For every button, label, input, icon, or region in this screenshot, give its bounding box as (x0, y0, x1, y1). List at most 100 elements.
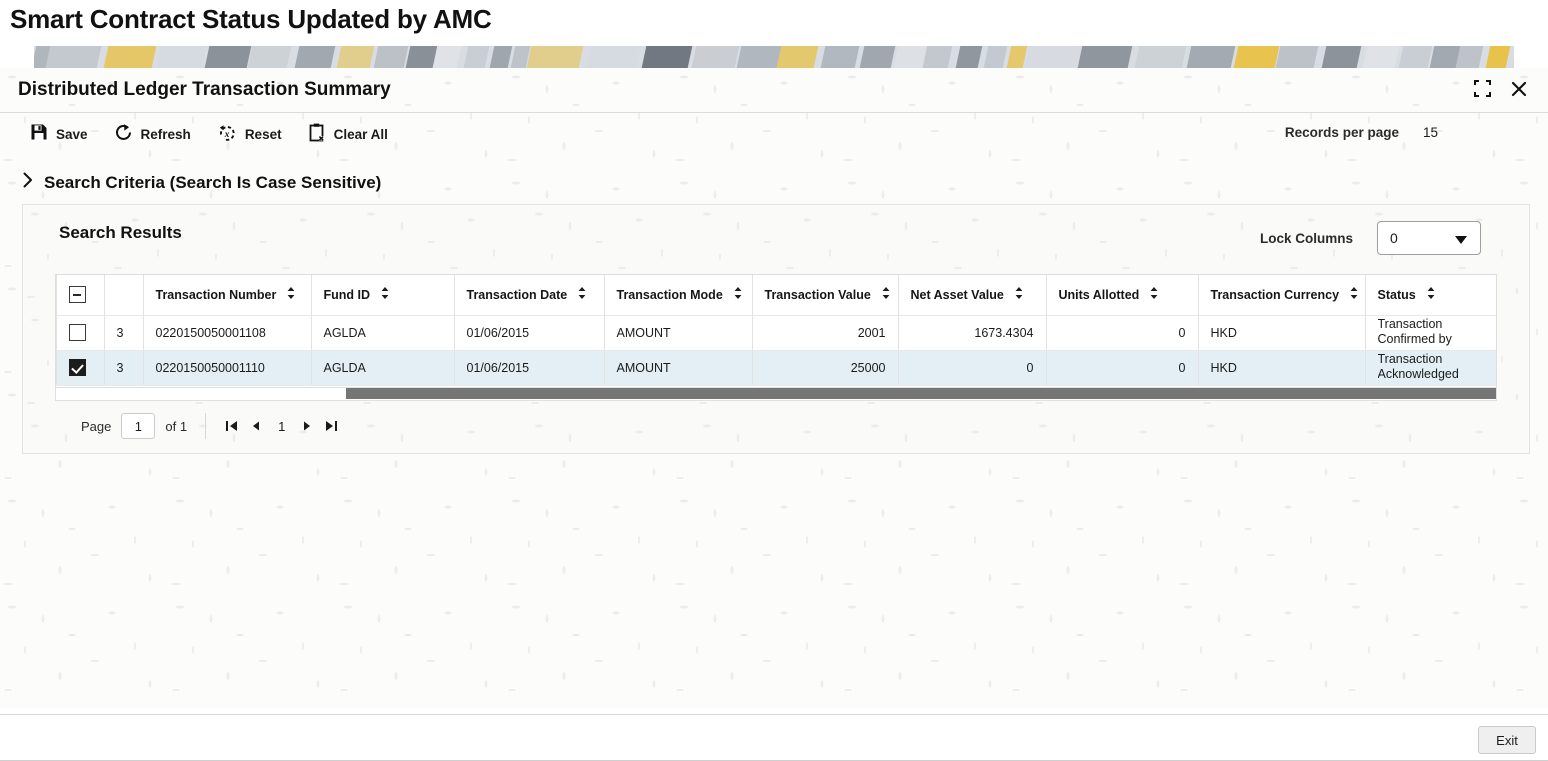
pager-divider (205, 413, 207, 439)
cell-transaction-number: 0220150050001110 (143, 350, 312, 386)
window-controls (1473, 79, 1528, 98)
refresh-icon (114, 123, 133, 147)
first-page-button[interactable] (224, 419, 240, 433)
page-label: Page (81, 418, 112, 434)
page-number-input[interactable] (121, 413, 156, 439)
header-units-allotted-label: Units Allotted (1058, 287, 1140, 302)
cell-units-allotted: 0 (1046, 315, 1199, 351)
records-per-page-label: Records per page (1284, 125, 1399, 140)
sort-icon[interactable] (1426, 286, 1436, 303)
refresh-button[interactable]: Refresh (114, 123, 191, 147)
header-transaction-value-label: Transaction Value (764, 287, 871, 302)
save-button[interactable]: Save (30, 123, 88, 146)
header-net-asset-value-label: Net Asset Value (910, 287, 1004, 302)
window-header: Distributed Ledger Transaction Summary (0, 68, 1548, 113)
header-units-allotted[interactable]: Units Allotted (1046, 275, 1199, 316)
header-transaction-currency-label: Transaction Currency (1210, 287, 1340, 302)
sort-icon[interactable] (1349, 286, 1359, 303)
cell-status: Transaction Acknowledged (1365, 350, 1496, 386)
horizontal-scrollbar[interactable] (55, 388, 1497, 401)
chevron-down-icon (1455, 236, 1467, 244)
header-transaction-value[interactable]: Transaction Value (752, 275, 899, 316)
search-results-panel: Search Results Lock Columns 0 (22, 204, 1530, 454)
cell-row-select[interactable] (56, 350, 105, 386)
header-transaction-number[interactable]: Transaction Number (143, 275, 312, 316)
cell-net-asset-value: 1673.4304 (898, 315, 1047, 351)
minimize-icon[interactable] (1473, 79, 1492, 98)
footer-divider (0, 714, 1548, 715)
search-criteria-toggle[interactable]: Search Criteria (Search Is Case Sensitiv… (22, 172, 381, 193)
header-fund-id[interactable]: Fund ID (311, 275, 455, 316)
sort-icon[interactable] (881, 286, 891, 303)
table-row[interactable]: 3 0220150050001108 AGLDA 01/06/2015 AMOU… (56, 315, 1496, 351)
clear-all-button[interactable]: Clear All (308, 123, 388, 147)
cell-row-select[interactable] (56, 315, 105, 351)
sort-icon[interactable] (380, 286, 390, 303)
table-header-row: Transaction Number Fund ID Transaction D… (56, 275, 1496, 316)
last-page-button[interactable] (323, 419, 339, 433)
page-1-button[interactable]: 1 (278, 418, 286, 434)
row-checkbox[interactable] (68, 324, 86, 341)
lock-columns-select[interactable]: 0 (1377, 221, 1481, 255)
previous-page-button[interactable] (250, 419, 262, 433)
exit-button[interactable]: Exit (1478, 726, 1536, 754)
cell-units-allotted: 0 (1046, 350, 1199, 386)
header-fund-id-label: Fund ID (323, 287, 371, 302)
decorative-banner-strip (34, 46, 1514, 68)
reset-label: Reset (244, 127, 282, 142)
row-checkbox[interactable] (68, 359, 86, 376)
window-title: Distributed Ledger Transaction Summary (18, 79, 391, 100)
header-status[interactable]: Status (1365, 275, 1496, 316)
cell-transaction-currency: HKD (1198, 315, 1366, 351)
sort-icon[interactable] (1014, 286, 1024, 303)
cell-status: Transaction Confirmed by (1365, 315, 1496, 351)
cell-transaction-number: 0220150050001108 (143, 315, 312, 351)
header-net-asset-value[interactable]: Net Asset Value (898, 275, 1047, 316)
scrollbar-thumb[interactable] (346, 388, 1496, 399)
header-transaction-currency[interactable]: Transaction Currency (1198, 275, 1366, 316)
header-spacer (104, 275, 144, 316)
clipboard-clear-icon (308, 123, 326, 147)
lock-columns-label: Lock Columns (1259, 230, 1353, 246)
toolbar: Save Refresh x (0, 113, 1548, 155)
cell-transaction-mode: AMOUNT (604, 350, 753, 386)
cell-hidden: 3 (104, 350, 144, 386)
results-table: Transaction Number Fund ID Transaction D… (56, 275, 1496, 386)
table-row[interactable]: 3 0220150050001110 AGLDA 01/06/2015 AMOU… (56, 350, 1496, 386)
reset-icon: x (217, 122, 237, 147)
lock-columns-control: Lock Columns 0 (1260, 221, 1481, 255)
cell-transaction-value: 2001 (752, 315, 899, 351)
reset-button[interactable]: x Reset (217, 122, 282, 147)
clear-all-label: Clear All (333, 127, 388, 142)
header-transaction-date[interactable]: Transaction Date (454, 275, 605, 316)
search-criteria-label: Search Criteria (Search Is Case Sensitiv… (44, 172, 382, 192)
save-label: Save (56, 127, 88, 142)
cell-transaction-mode: AMOUNT (604, 315, 753, 351)
records-per-page-value[interactable]: 15 (1422, 125, 1438, 140)
header-status-label: Status (1377, 287, 1416, 302)
cell-fund-id: AGLDA (311, 315, 455, 351)
sort-icon[interactable] (286, 286, 296, 303)
sort-icon[interactable] (1149, 286, 1159, 303)
sort-icon[interactable] (577, 286, 587, 303)
header-transaction-number-label: Transaction Number (155, 287, 277, 302)
sort-icon[interactable] (733, 286, 743, 303)
search-results-title: Search Results (59, 223, 182, 242)
header-transaction-date-label: Transaction Date (466, 287, 568, 302)
cell-transaction-date: 01/06/2015 (454, 350, 605, 386)
status-badge: Transaction Confirmed by (1377, 316, 1452, 346)
cell-transaction-date: 01/06/2015 (454, 315, 605, 351)
records-per-page: Records per page 15 (1285, 125, 1438, 140)
close-icon[interactable] (1510, 80, 1528, 98)
header-transaction-mode[interactable]: Transaction Mode (604, 275, 753, 316)
cell-fund-id: AGLDA (311, 350, 455, 386)
header-select-all[interactable] (56, 275, 105, 316)
refresh-label: Refresh (140, 127, 191, 142)
next-page-button[interactable] (301, 419, 313, 433)
cell-net-asset-value: 0 (898, 350, 1047, 386)
page-total-label: of 1 (165, 418, 188, 434)
select-all-checkbox[interactable] (68, 286, 86, 304)
lock-columns-value: 0 (1390, 230, 1398, 246)
cell-transaction-value: 25000 (752, 350, 899, 386)
svg-text:x: x (223, 130, 229, 140)
